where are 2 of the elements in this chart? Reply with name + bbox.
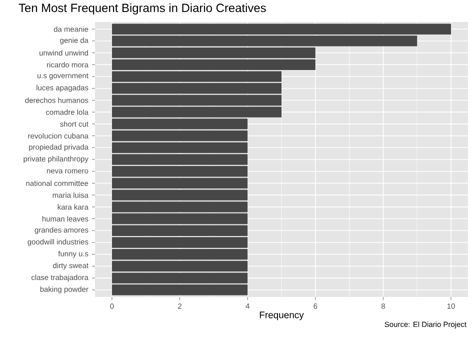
x-axis-title: Frequency (260, 312, 304, 320)
chart-title: Ten Most Frequent Bigrams in Diario Creatives (18, 3, 266, 15)
